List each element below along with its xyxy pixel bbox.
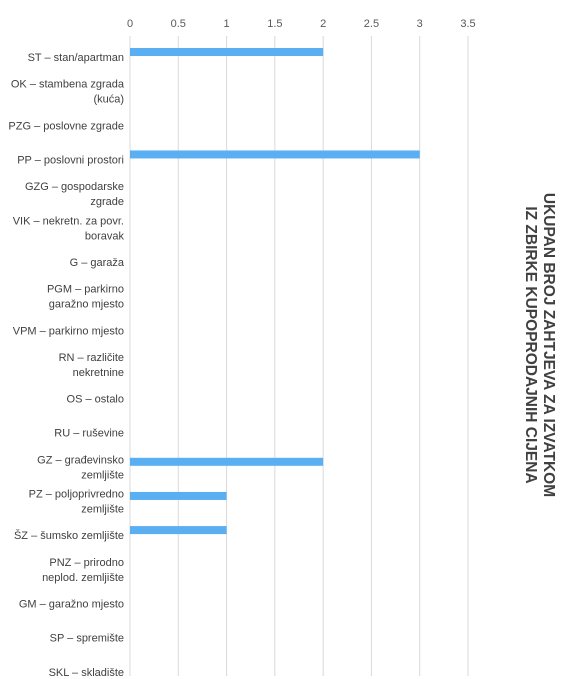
- x-tick-label: 0.5: [171, 18, 186, 30]
- chart-title: UKUPAN BROJ ZAHTJEVA ZA IZVATKOMIZ ZBIRK…: [522, 193, 557, 497]
- grid-lines: [129, 36, 469, 676]
- category-label: RN – različite nekretnine: [59, 352, 124, 379]
- category-label: GZ – građevinsko zemljište: [37, 454, 124, 481]
- category-label: OK – stambena zgrada (kuća): [11, 79, 125, 106]
- category-label: VIK – nekretn. za povr. boravak: [13, 215, 125, 242]
- category-label: VPM – parkirno mjesto: [13, 325, 124, 337]
- category-label: G – garaža: [70, 257, 125, 269]
- category-label: PGM – parkirno garažno mjesto: [47, 284, 124, 311]
- x-tick-label: 2: [320, 18, 326, 30]
- bar: [130, 457, 324, 466]
- bar: [130, 48, 324, 56]
- x-tick-label: 2.5: [364, 18, 379, 30]
- category-labels: ST – stan/apartman OK – stambena zgrada (k…: [8, 52, 124, 679]
- category-label: PZG – poslovne zgrade: [8, 120, 124, 132]
- bar: [130, 491, 227, 500]
- x-tick-label: 3: [417, 18, 423, 30]
- category-label: GM – garažno mjesto: [19, 598, 124, 610]
- category-label: PZ – poljoprivredno zemljište: [29, 489, 124, 516]
- category-label: SKL – skladište: [49, 667, 124, 679]
- bar: [130, 150, 420, 159]
- x-axis-ticks: 0 0.5 1 1.5 2 2.5 3 3.5: [127, 18, 476, 30]
- category-label: PNZ – prirodno neplod. zemljište: [42, 557, 124, 584]
- x-tick-label: 0: [127, 18, 133, 30]
- x-tick-label: 3.5: [460, 18, 475, 30]
- category-label: SP – spremište: [50, 633, 124, 645]
- category-label: GZG – gospodarske zgrade: [25, 181, 124, 208]
- bars: [130, 48, 420, 535]
- category-label: RU – ruševine: [54, 428, 124, 440]
- x-tick-label: 1.5: [267, 18, 282, 30]
- x-tick-label: 1: [224, 18, 230, 30]
- bar: [130, 526, 227, 535]
- category-label: ŠZ – šumsko zemljište: [14, 529, 124, 542]
- category-label: ST – stan/apartman: [28, 52, 124, 64]
- category-label: PP – poslovni prostori: [17, 155, 124, 167]
- category-label: OS – ostalo: [67, 394, 124, 406]
